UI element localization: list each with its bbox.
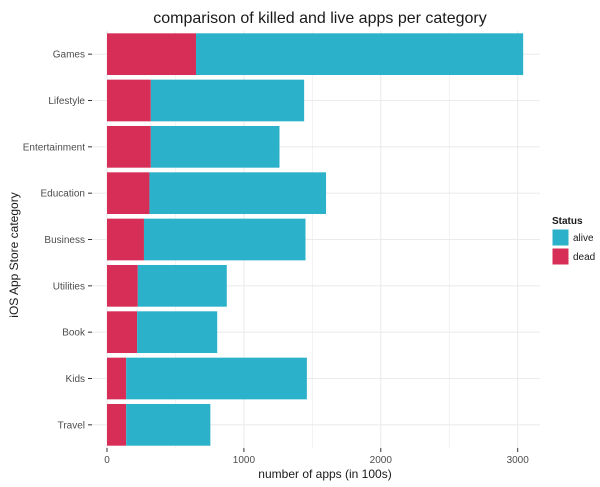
bar-dead-travel	[107, 403, 127, 446]
y-tick-label: Education	[41, 189, 85, 200]
y-tick-label: Utilities	[53, 281, 85, 292]
legend-label-alive: alive	[573, 233, 594, 244]
x-tick-label: 3000	[507, 455, 530, 466]
y-tick-label: Games	[53, 50, 85, 61]
y-axis: Games Lifestyle Entertainment Education Busi…	[23, 50, 92, 431]
legend-title: Status	[552, 216, 583, 227]
bar-dead-book	[107, 311, 138, 354]
bar-alive-business	[143, 218, 306, 261]
y-tick-label: Book	[62, 328, 86, 339]
bars	[107, 33, 524, 446]
bar-alive-travel	[126, 403, 211, 446]
y-tick-label: Kids	[66, 374, 85, 385]
x-tick-label: 2000	[370, 455, 393, 466]
bar-dead-lifestyle	[107, 79, 151, 122]
legend-label-dead: dead	[573, 252, 595, 263]
bar-dead-education	[107, 172, 150, 215]
x-tick-label: 0	[104, 455, 110, 466]
bar-dead-games	[107, 33, 196, 76]
bar-alive-education	[149, 172, 327, 215]
bar-dead-kids	[107, 357, 127, 400]
bar-alive-book	[137, 311, 218, 354]
bar-dead-utilities	[107, 264, 138, 307]
bar-dead-business	[107, 218, 144, 261]
legend-key-dead	[551, 247, 570, 266]
y-tick-label: Lifestyle	[48, 96, 85, 107]
bar-alive-games	[195, 33, 524, 76]
x-axis: 0 1000 2000 3000	[104, 448, 529, 466]
bar-alive-kids	[126, 357, 307, 400]
y-tick-label: Travel	[58, 420, 85, 431]
bar-alive-entertainment	[150, 125, 280, 168]
y-tick-label: Business	[44, 235, 85, 246]
x-tick-label: 1000	[233, 455, 256, 466]
bar-dead-entertainment	[107, 125, 151, 168]
chart-title: comparison of killed and live apps per c…	[153, 10, 487, 27]
y-axis-title: iOS App Store category	[7, 192, 21, 317]
legend: Status alive dead	[551, 216, 595, 266]
x-axis-title: number of apps (in 100s)	[258, 467, 391, 481]
bar-alive-lifestyle	[150, 79, 305, 122]
legend-key-alive	[551, 228, 570, 247]
y-tick-label: Entertainment	[23, 142, 85, 153]
bar-alive-utilities	[137, 264, 227, 307]
